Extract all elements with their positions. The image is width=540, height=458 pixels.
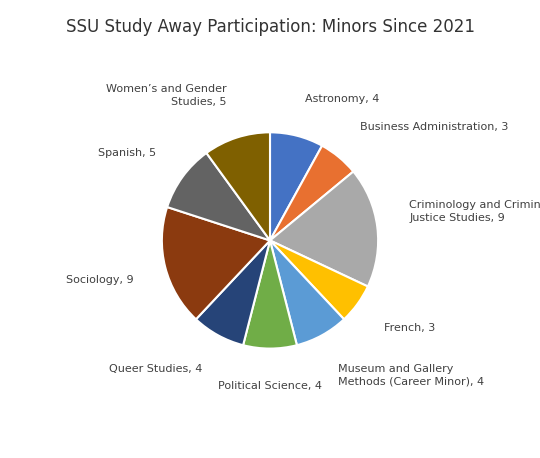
Text: Queer Studies, 4: Queer Studies, 4 xyxy=(109,364,202,374)
Wedge shape xyxy=(270,132,322,240)
Wedge shape xyxy=(270,240,344,345)
Wedge shape xyxy=(162,207,270,319)
Wedge shape xyxy=(206,132,270,240)
Wedge shape xyxy=(270,171,378,287)
Text: Criminology and Criminal
Justice Studies, 9: Criminology and Criminal Justice Studies… xyxy=(409,201,540,223)
Title: SSU Study Away Participation: Minors Since 2021: SSU Study Away Participation: Minors Sin… xyxy=(65,18,475,36)
Wedge shape xyxy=(196,240,270,345)
Wedge shape xyxy=(167,153,270,240)
Text: Women’s and Gender
Studies, 5: Women’s and Gender Studies, 5 xyxy=(106,84,227,107)
Text: Business Administration, 3: Business Administration, 3 xyxy=(360,122,508,132)
Text: Astronomy, 4: Astronomy, 4 xyxy=(305,94,379,104)
Wedge shape xyxy=(243,240,297,349)
Text: Political Science, 4: Political Science, 4 xyxy=(218,381,322,391)
Text: Museum and Gallery
Methods (Career Minor), 4: Museum and Gallery Methods (Career Minor… xyxy=(338,364,484,386)
Text: Sociology, 9: Sociology, 9 xyxy=(66,275,134,285)
Wedge shape xyxy=(270,240,368,319)
Text: Spanish, 5: Spanish, 5 xyxy=(98,148,156,158)
Wedge shape xyxy=(270,146,353,240)
Text: French, 3: French, 3 xyxy=(384,323,435,333)
